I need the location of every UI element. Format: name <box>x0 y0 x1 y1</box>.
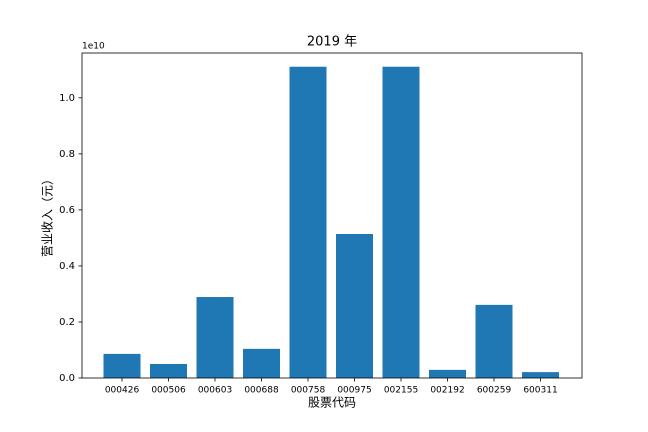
bar <box>150 363 187 378</box>
bar <box>522 372 559 378</box>
y-tick-label: 1.0 <box>59 93 75 104</box>
x-tick-label: 000506 <box>151 386 186 396</box>
y-tick-label: 0.8 <box>59 149 75 160</box>
x-tick-label: 000758 <box>291 386 326 396</box>
y-tick-label: 0.4 <box>59 261 75 272</box>
bar <box>336 233 373 378</box>
x-tick-label: 000975 <box>337 386 371 396</box>
chart-title: 2019 年 <box>307 35 357 50</box>
x-axis-label: 股票代码 <box>308 396 356 410</box>
y-tick-label: 0.2 <box>59 317 75 328</box>
bar <box>289 66 327 378</box>
x-tick-label: 000603 <box>198 386 232 396</box>
y-offset-label: 1e10 <box>82 42 105 52</box>
x-tick-label: 000688 <box>244 386 279 396</box>
y-tick-label: 0.6 <box>59 205 75 216</box>
x-tick-label: 600311 <box>523 386 557 396</box>
y-axis-label: 营业收入（元） <box>41 173 55 257</box>
bar <box>475 304 513 378</box>
bar <box>196 297 234 378</box>
x-tick-label: 002155 <box>384 386 418 396</box>
y-tick-label: 0.0 <box>59 373 75 384</box>
bar <box>429 369 466 378</box>
x-tick-label: 600259 <box>477 386 512 396</box>
x-tick-label: 000426 <box>105 386 140 396</box>
x-tick-label: 002192 <box>430 386 464 396</box>
bar <box>382 66 420 378</box>
bar <box>103 353 141 378</box>
plot-frame <box>81 52 583 379</box>
bar <box>243 348 280 378</box>
